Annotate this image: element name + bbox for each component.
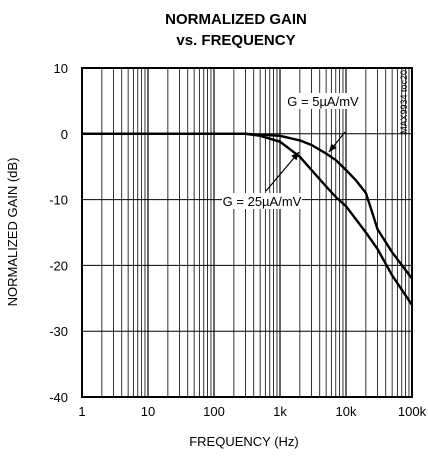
chart-title-line2: vs. FREQUENCY — [176, 32, 295, 49]
annotation-bg — [283, 93, 363, 109]
annotation-label: G = 25µA/mV — [223, 194, 302, 209]
y-tick-label: 10 — [54, 61, 68, 76]
x-tick-label: 10k — [336, 404, 357, 419]
annotation-arrow-line — [265, 151, 300, 192]
series-line-2 — [82, 132, 413, 306]
series-group — [82, 132, 413, 306]
annotations: G = 5µA/mV G = 25µA/mV — [222, 93, 363, 209]
annotation-bg — [222, 193, 302, 209]
annotation-label: G = 5µA/mV — [287, 94, 359, 109]
y-tick-label: -40 — [49, 390, 68, 405]
part-code: MAX9934 toc20 — [399, 70, 409, 134]
x-tick-label: 10 — [141, 404, 155, 419]
plot-frame — [81, 67, 413, 398]
x-tick-label: 100k — [398, 404, 427, 419]
annotation-arrowhead — [329, 143, 337, 152]
y-tick-label: -10 — [49, 193, 68, 208]
y-tick-label: -20 — [49, 258, 68, 273]
x-tick-label: 1k — [273, 404, 287, 419]
x-axis-label: FREQUENCY (Hz) — [189, 434, 299, 449]
x-tick-label: 1 — [78, 404, 85, 419]
y-tick-label: 0 — [61, 127, 68, 142]
x-tick-label: 100 — [203, 404, 225, 419]
grid — [82, 68, 412, 397]
chart-title-line1: NORMALIZED GAIN — [165, 11, 307, 28]
y-axis-label: NORMALIZED GAIN (dB) — [5, 158, 20, 307]
annotation-arrowhead — [291, 152, 299, 161]
y-tick-label: -30 — [49, 324, 68, 339]
